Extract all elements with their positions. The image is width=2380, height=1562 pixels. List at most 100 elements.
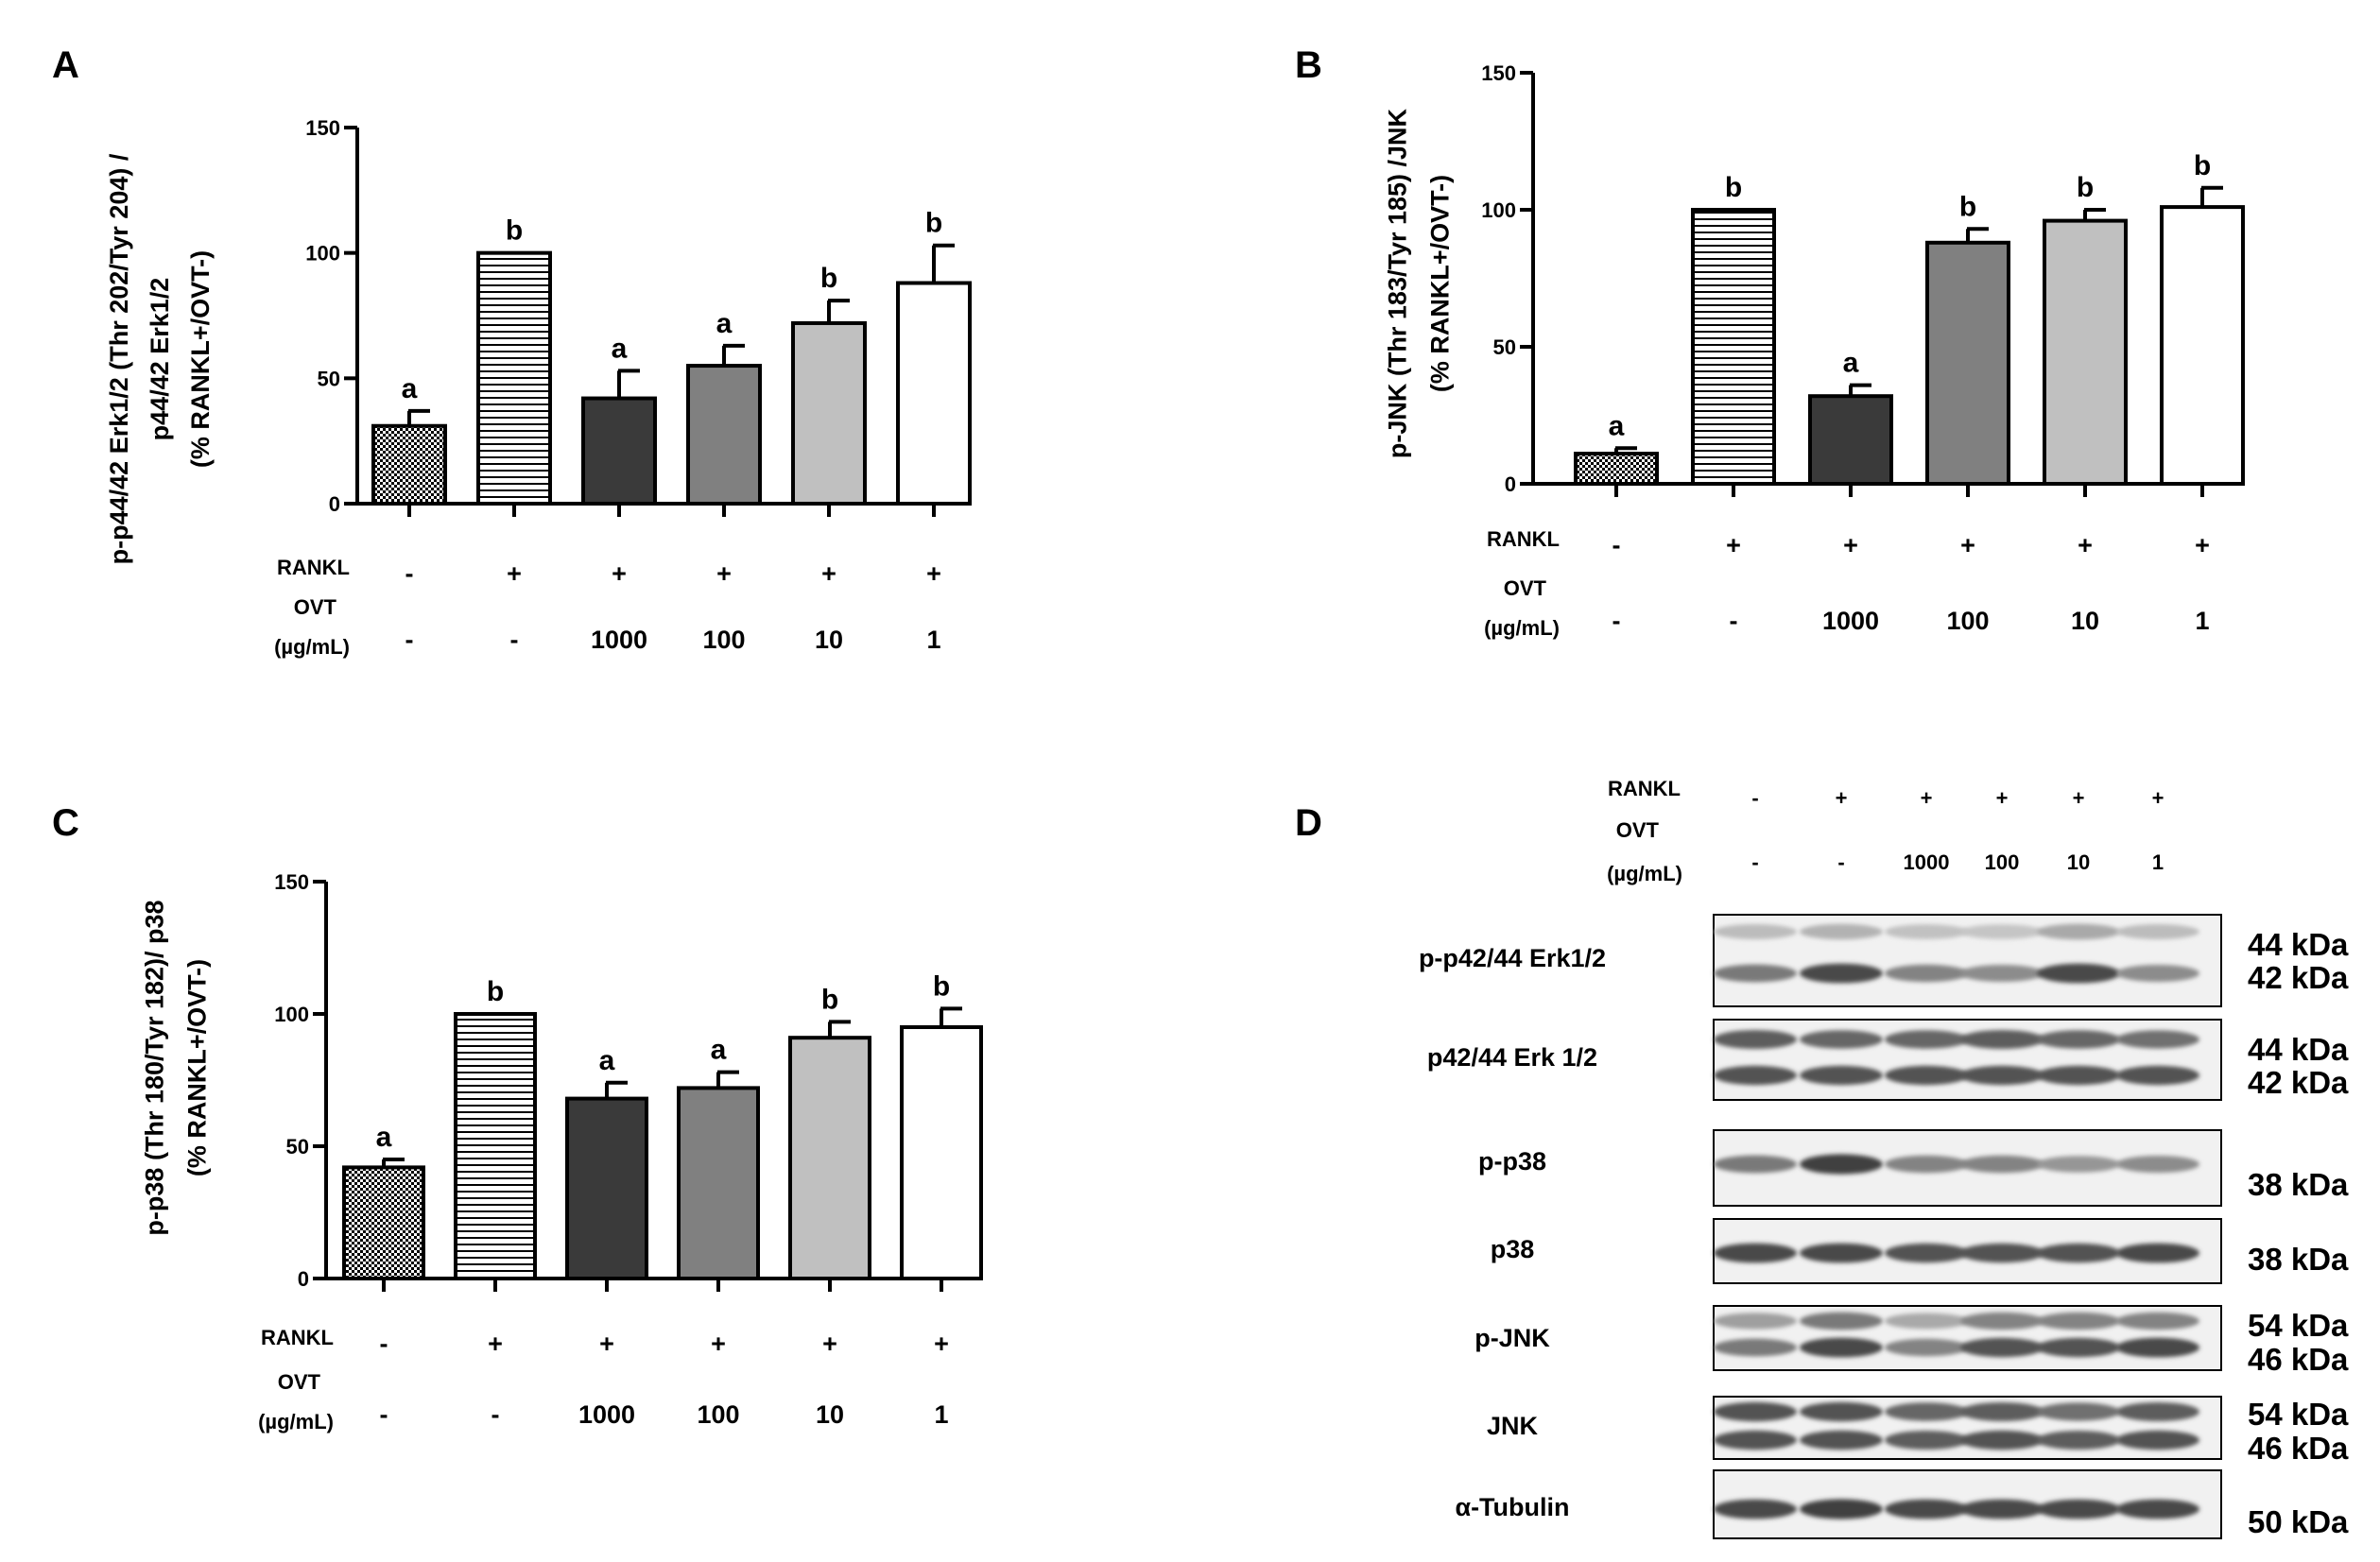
rankl-value: - (1613, 531, 1621, 559)
blot-band (1800, 1243, 1883, 1263)
significance-letter: b (506, 215, 523, 247)
blot-band (1960, 1337, 2044, 1358)
ovt-value: - (380, 1400, 388, 1429)
blot-band (1800, 1154, 1883, 1175)
ovt-label: OVT (294, 595, 337, 619)
rankl-value: + (926, 559, 941, 588)
blot-ovt-value: - (1837, 850, 1844, 874)
blot-band (2037, 1156, 2120, 1173)
significance-letter: b (487, 976, 504, 1007)
rankl-value: + (716, 559, 732, 588)
kda-marker: 42 kDa (2248, 1065, 2349, 1100)
blot-band (1714, 1030, 1797, 1049)
y-tick-label: 0 (1505, 472, 1516, 496)
blot-band (1885, 1431, 1968, 1450)
ovt-value: - (510, 626, 519, 654)
rankl-value: - (380, 1330, 388, 1358)
blot-band (1800, 1030, 1883, 1049)
rankl-value: + (822, 1330, 837, 1358)
significance-letter: a (376, 1122, 392, 1153)
ovt-value: 10 (2071, 607, 2099, 635)
blot-band (2116, 1243, 2199, 1263)
blot-band (2037, 1337, 2120, 1358)
ovt-value: - (405, 626, 414, 654)
bar (1808, 394, 1893, 487)
kda-marker: 46 kDa (2248, 1431, 2349, 1466)
significance-letter: a (599, 1045, 615, 1076)
panel-letter-d: D (1295, 802, 1322, 844)
blot-band (2037, 1402, 2120, 1421)
significance-letter: b (821, 984, 838, 1015)
blot-band (2037, 923, 2120, 940)
significance-letter: b (2194, 150, 2211, 181)
y-tick-label: 100 (305, 242, 340, 266)
blot-ovt-value: 10 (2067, 850, 2090, 874)
blot-band (1885, 1065, 1968, 1086)
ovt-label: OVT (1504, 576, 1547, 600)
blot-band (1800, 963, 1883, 984)
rankl-value: + (599, 1330, 614, 1358)
y-axis-label: p-p44/42 Erk1/2 (Thr 202/Tyr 204) / (105, 153, 133, 564)
blot-band (1714, 964, 1797, 983)
blot-band (1714, 1313, 1797, 1330)
blot-band (2116, 924, 2199, 939)
blot-band (1885, 1499, 1968, 1519)
kda-marker: 38 kDa (2248, 1242, 2349, 1277)
rankl-value: + (507, 559, 522, 588)
blot-band (2116, 1030, 2199, 1049)
y-axis-label: p-JNK (Thr 183/Tyr 185) /JNK (1384, 108, 1412, 458)
rankl-value: - (405, 559, 414, 588)
blot-band (1960, 1065, 2044, 1086)
blot-band (2116, 1312, 2199, 1330)
blot-rankl-value: + (2152, 786, 2164, 810)
panel-letter-c: C (52, 802, 79, 844)
y-tick-label: 50 (1493, 335, 1516, 359)
y-tick-label: 100 (1481, 198, 1516, 222)
bar (454, 1012, 537, 1280)
y-axis-label: (% RANKL+/OVT-) (1426, 175, 1455, 392)
y-tick-label: 50 (286, 1135, 309, 1159)
bar (2043, 218, 2128, 486)
ovt-value: 1 (2195, 607, 2209, 635)
blot-band (1800, 1499, 1883, 1519)
blot-row-label: JNK (1487, 1412, 1539, 1440)
rankl-value: + (1843, 531, 1858, 559)
blot-row-label: p-p38 (1478, 1147, 1546, 1176)
blot-band (1714, 1338, 1797, 1357)
blot-band (1714, 1401, 1797, 1422)
blot-band (1800, 1430, 1883, 1450)
blot-band (1960, 924, 2044, 939)
bar (371, 423, 447, 506)
ovt-value: - (492, 1400, 500, 1429)
blot-ovt-value: - (1751, 850, 1758, 874)
chart-a: 0 50 100 150 p-p44/42 Erk1/2 (Thr 202/Tyr 20… (105, 116, 972, 659)
blot-rankl-value: + (1836, 786, 1848, 810)
blot-band (1714, 1499, 1797, 1519)
ovt-value: 100 (702, 626, 745, 654)
y-tick-label: 0 (329, 492, 340, 516)
bar (581, 396, 657, 506)
blot-row-label: p38 (1491, 1235, 1535, 1263)
western-blot-d: RANKL OVT (µg/mL) - - + - +1000 +100 +10 +1 p-p42/4… (1419, 777, 2349, 1539)
kda-marker: 50 kDa (2248, 1504, 2349, 1539)
blot-band (1960, 1030, 2044, 1049)
bar (1574, 452, 1659, 487)
kda-marker: 38 kDa (2248, 1167, 2349, 1202)
panel-letter-a: A (52, 44, 79, 86)
blot-band (1960, 965, 2044, 982)
blot-band (1960, 1312, 2044, 1330)
y-tick-label: 150 (1481, 61, 1516, 85)
ovt-value: - (1730, 607, 1738, 635)
blot-band (2116, 1430, 2199, 1450)
rankl-value: + (1960, 531, 1975, 559)
blot-ovt-value: 100 (1985, 850, 2020, 874)
blot-band (2116, 1337, 2199, 1358)
bar (791, 320, 867, 506)
blot-band (2116, 1402, 2199, 1421)
blot-band (1960, 1499, 2044, 1519)
blot-band (1885, 1313, 1968, 1330)
significance-letter: b (925, 208, 942, 239)
rankl-value: + (488, 1330, 503, 1358)
y-tick-label: 0 (298, 1267, 309, 1291)
